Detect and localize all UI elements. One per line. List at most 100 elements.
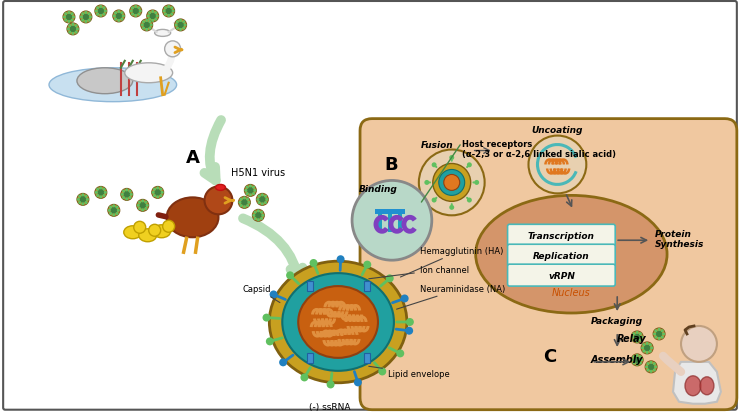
Circle shape [84, 12, 87, 15]
Circle shape [184, 24, 186, 27]
Text: C: C [543, 347, 556, 365]
Circle shape [258, 202, 260, 204]
Circle shape [264, 195, 267, 198]
FancyBboxPatch shape [508, 264, 615, 286]
Circle shape [650, 347, 653, 349]
Circle shape [255, 212, 262, 219]
Ellipse shape [700, 377, 714, 395]
Circle shape [182, 28, 185, 31]
FancyArrowPatch shape [396, 329, 406, 330]
Circle shape [246, 186, 249, 189]
Circle shape [63, 12, 75, 24]
Circle shape [352, 181, 432, 261]
Circle shape [661, 336, 664, 339]
Circle shape [138, 201, 141, 204]
Circle shape [647, 369, 650, 372]
Circle shape [155, 19, 158, 21]
Ellipse shape [125, 64, 172, 83]
Circle shape [89, 17, 92, 19]
FancyArrowPatch shape [392, 300, 402, 303]
Bar [378, 213, 382, 233]
Circle shape [87, 19, 90, 23]
Circle shape [95, 192, 98, 195]
Circle shape [642, 343, 645, 347]
Circle shape [82, 14, 90, 21]
Circle shape [77, 194, 89, 206]
Circle shape [70, 19, 73, 23]
Circle shape [137, 200, 149, 212]
Circle shape [67, 28, 70, 31]
Text: Assembly: Assembly [591, 354, 644, 364]
Circle shape [249, 194, 252, 197]
Circle shape [103, 7, 106, 10]
Circle shape [138, 10, 142, 14]
FancyArrowPatch shape [380, 280, 388, 287]
Circle shape [252, 186, 255, 189]
Circle shape [96, 188, 99, 191]
Circle shape [98, 9, 104, 15]
FancyArrowPatch shape [331, 373, 332, 382]
Circle shape [147, 15, 149, 19]
Circle shape [98, 190, 104, 197]
Circle shape [137, 204, 140, 207]
Circle shape [79, 197, 87, 203]
Circle shape [419, 150, 485, 216]
Circle shape [149, 24, 152, 27]
FancyArrowPatch shape [374, 363, 380, 370]
Circle shape [279, 358, 287, 366]
Text: Uncoating: Uncoating [531, 125, 583, 134]
Circle shape [68, 25, 71, 28]
Circle shape [64, 13, 67, 16]
Circle shape [125, 189, 128, 192]
Ellipse shape [282, 273, 394, 371]
Circle shape [639, 362, 642, 365]
Circle shape [96, 195, 99, 197]
Circle shape [77, 198, 80, 202]
Circle shape [631, 331, 643, 343]
Circle shape [263, 314, 271, 322]
Circle shape [633, 339, 636, 342]
Circle shape [122, 197, 125, 199]
Circle shape [81, 13, 84, 16]
Circle shape [130, 10, 132, 14]
Circle shape [247, 202, 250, 204]
Circle shape [103, 195, 106, 197]
Text: (-) ssRNA: (-) ssRNA [309, 402, 351, 411]
Circle shape [95, 10, 98, 14]
Circle shape [121, 19, 124, 21]
Ellipse shape [269, 261, 407, 383]
Circle shape [260, 194, 264, 197]
Circle shape [104, 10, 107, 14]
Circle shape [134, 6, 137, 9]
Ellipse shape [298, 286, 378, 358]
FancyArrowPatch shape [272, 338, 283, 341]
Circle shape [252, 192, 255, 196]
Circle shape [65, 14, 73, 21]
Circle shape [144, 22, 150, 29]
Circle shape [149, 21, 152, 24]
Circle shape [246, 198, 249, 201]
Circle shape [247, 188, 254, 195]
Circle shape [431, 163, 437, 168]
Text: Protein
Synthesis: Protein Synthesis [655, 229, 704, 248]
FancyBboxPatch shape [508, 244, 615, 266]
Circle shape [252, 210, 264, 222]
Circle shape [121, 193, 124, 197]
Circle shape [114, 12, 117, 15]
Circle shape [138, 7, 141, 10]
Circle shape [149, 28, 152, 31]
Circle shape [257, 219, 260, 222]
Circle shape [109, 206, 112, 209]
Circle shape [654, 366, 657, 368]
Circle shape [253, 190, 256, 192]
Circle shape [240, 198, 243, 201]
Circle shape [129, 197, 132, 199]
Circle shape [656, 331, 662, 337]
Circle shape [155, 15, 158, 19]
Text: Lipid envelope: Lipid envelope [369, 366, 450, 378]
Bar [306, 353, 312, 363]
Circle shape [156, 196, 159, 199]
Ellipse shape [476, 196, 667, 313]
Circle shape [95, 6, 107, 18]
Circle shape [103, 14, 106, 17]
